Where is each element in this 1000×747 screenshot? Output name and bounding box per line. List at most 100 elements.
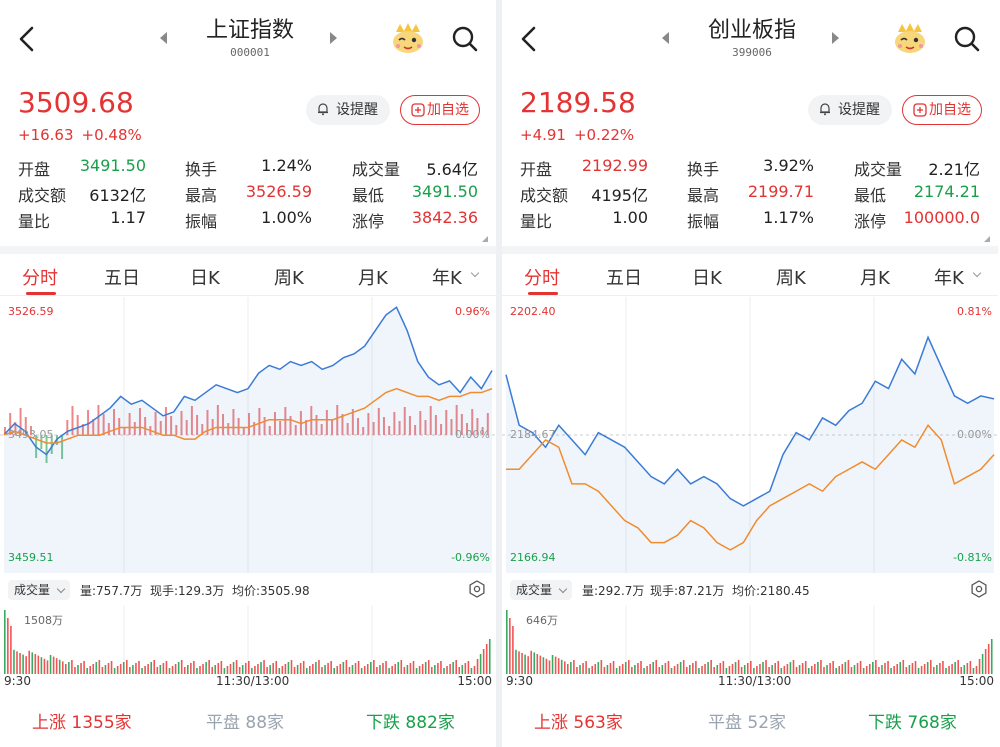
volume-bar	[957, 660, 959, 674]
volume-bar	[68, 662, 70, 674]
price-area	[4, 307, 492, 573]
expand-corner-icon[interactable]	[984, 236, 990, 242]
volume-bar	[649, 664, 651, 674]
stat-value: 3491.50	[79, 156, 146, 175]
tab-yearly-k[interactable]: 年K	[432, 268, 462, 289]
set-alert-button[interactable]: 设提醒	[808, 95, 892, 125]
stat-label: 量比	[18, 212, 51, 231]
volume-bar	[722, 661, 725, 674]
intraday-volume-bar	[398, 421, 401, 435]
volume-bar	[37, 655, 40, 674]
mascot-icon[interactable]	[892, 22, 928, 54]
volume-bar	[847, 660, 850, 674]
intraday-volume-bar	[66, 420, 69, 435]
volume-bar	[878, 667, 880, 674]
volume-selector[interactable]: 成交量	[8, 580, 71, 600]
volume-bar	[92, 664, 95, 674]
volume-bar	[521, 653, 523, 674]
next-index-icon[interactable]	[330, 32, 337, 44]
tab-intraday[interactable]: 分时	[22, 268, 58, 289]
tab-daily-k[interactable]: 日K	[190, 268, 220, 289]
volume-bar	[55, 658, 58, 674]
prev-index-icon[interactable]	[160, 32, 167, 44]
volume-bar	[923, 664, 926, 674]
volume-bar	[324, 665, 326, 674]
intraday-volume-bar	[159, 421, 162, 435]
intraday-volume-bar	[50, 435, 53, 454]
index-panel-chinext: 创业板指 399006 2189.58 +4.91 +0.22% 设提醒 加自选 …	[502, 0, 998, 747]
tab-monthly-k[interactable]: 月K	[860, 268, 890, 289]
volume-bar	[963, 665, 966, 674]
intraday-volume-bar	[315, 415, 318, 435]
gear-icon[interactable]	[468, 580, 486, 598]
volume-bar	[28, 650, 30, 674]
volume-chart[interactable]: 646万	[502, 606, 998, 676]
market-breadth: 上涨 1355家 平盘 88家 下跌 882家	[0, 700, 496, 740]
volume-bar	[272, 663, 274, 674]
stat-value: 2192.99	[581, 156, 648, 175]
intraday-volume-bar	[367, 413, 370, 435]
current-price: 2189.58	[520, 86, 636, 119]
intraday-chart[interactable]: 2202.40 2184.67 2166.94 0.81% 0.00% -0.81%	[502, 297, 998, 573]
index-title: 创业板指	[707, 18, 796, 43]
set-alert-button[interactable]: 设提醒	[306, 95, 390, 125]
add-watchlist-button[interactable]: 加自选	[902, 95, 982, 125]
volume-bar	[409, 663, 412, 674]
tab-five-day[interactable]: 五日	[104, 268, 140, 289]
intraday-chart[interactable]: 3526.59 3493.05 3459.51 0.96% 0.00% -0.96%	[0, 297, 496, 573]
volume-bar	[548, 660, 551, 674]
tab-five-day[interactable]: 五日	[606, 268, 642, 289]
tab-intraday[interactable]: 分时	[524, 268, 560, 289]
volume-bar	[945, 668, 947, 674]
volume-chart[interactable]: 1508万	[0, 606, 496, 676]
decliners-count: 882家	[405, 713, 455, 733]
volume-bar	[890, 668, 892, 674]
next-index-icon[interactable]	[832, 32, 839, 44]
volume-bar	[984, 649, 987, 674]
volume-bar	[376, 667, 378, 674]
back-arrow-icon[interactable]	[516, 24, 542, 54]
intraday-volume-bar	[144, 417, 147, 435]
intraday-chart-svg	[0, 297, 496, 573]
volume-bar	[640, 661, 642, 674]
search-icon[interactable]	[450, 24, 480, 54]
search-icon[interactable]	[952, 24, 982, 54]
volume-bar	[254, 666, 256, 674]
volume-bar	[34, 654, 37, 674]
volume-bar	[777, 661, 780, 674]
intraday-volume-bar	[471, 409, 474, 435]
volume-bar	[488, 639, 491, 674]
tab-monthly-k[interactable]: 月K	[358, 268, 388, 289]
tab-weekly-k[interactable]: 周K	[776, 268, 806, 289]
volume-bar	[689, 665, 691, 674]
back-arrow-icon[interactable]	[14, 24, 40, 54]
volume-max-label: 1508万	[24, 614, 63, 627]
prev-index-icon[interactable]	[662, 32, 669, 44]
axis-mid-price: 3493.05	[8, 428, 54, 441]
tab-daily-k[interactable]: 日K	[692, 268, 722, 289]
volume-bar	[293, 667, 296, 674]
tab-weekly-k[interactable]: 周K	[274, 268, 304, 289]
volume-bar	[884, 663, 886, 674]
volume-bar	[174, 664, 177, 674]
intraday-volume-bar	[273, 412, 276, 435]
volume-bar	[339, 664, 342, 674]
volume-bar	[183, 667, 186, 674]
add-watchlist-button[interactable]: 加自选	[400, 95, 480, 125]
volume-bar	[652, 662, 654, 674]
volume-amount: 量:292.7万	[582, 584, 645, 598]
intraday-volume-bar	[113, 409, 116, 435]
volume-selector[interactable]: 成交量	[510, 580, 573, 600]
volume-bar	[101, 667, 104, 674]
volume-bar	[756, 666, 758, 674]
advancers: 上涨 563家	[534, 708, 623, 733]
intraday-volume-bar	[185, 420, 188, 435]
stat-label: 振幅	[185, 212, 218, 231]
stat-value: 2.21亿	[928, 160, 980, 179]
expand-corner-icon[interactable]	[482, 236, 488, 242]
tab-yearly-k[interactable]: 年K	[934, 268, 964, 289]
intraday-volume-bar	[107, 423, 110, 435]
volume-bar	[31, 652, 34, 674]
mascot-icon[interactable]	[390, 22, 426, 54]
gear-icon[interactable]	[970, 580, 988, 598]
